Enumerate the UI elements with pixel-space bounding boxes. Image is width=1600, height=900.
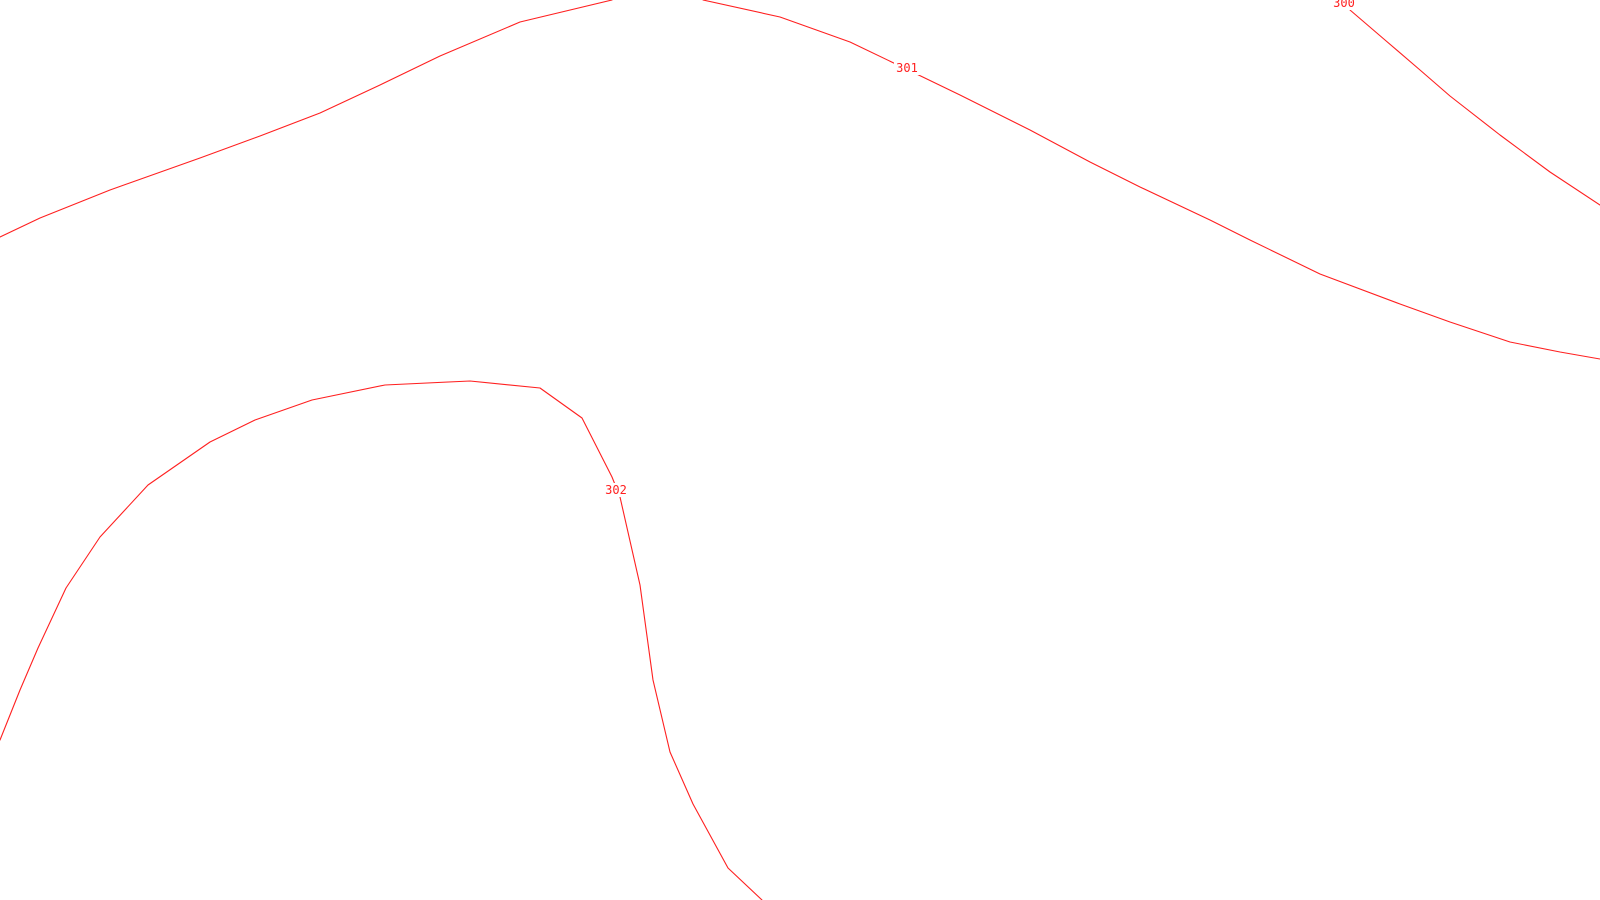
contour-line-301: [0, 0, 613, 238]
contour-label-302: 302: [605, 483, 627, 497]
contour-line-302: [0, 380, 763, 900]
contour-label-300: 300: [1333, 0, 1355, 10]
contour-label-301: 301: [896, 61, 918, 75]
contour-300: 300: [1331, 0, 1600, 206]
contour-line-301-east: [702, 0, 1600, 360]
contour-label-halo-302: [603, 483, 629, 497]
contour-label-halo-301: [894, 61, 920, 75]
contour-302: 302: [0, 380, 763, 900]
contour-301: 301: [0, 0, 1600, 360]
contour-label-halo-300: [1331, 0, 1357, 10]
contour-line-300: [1349, 9, 1600, 206]
